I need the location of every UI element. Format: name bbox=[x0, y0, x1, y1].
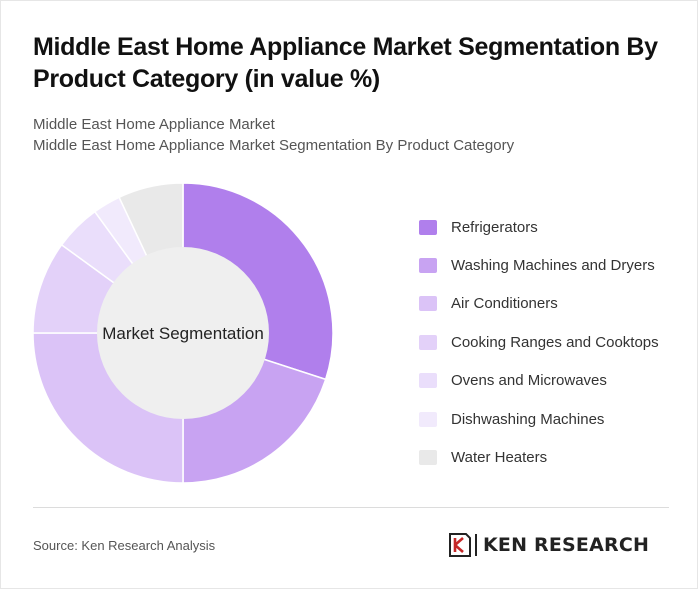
source-note: Source: Ken Research Analysis bbox=[33, 538, 216, 553]
legend-label: Water Heaters bbox=[451, 449, 548, 467]
legend-swatch bbox=[419, 296, 437, 312]
chart-legend: Refrigerators Washing Machines and Dryers… bbox=[419, 208, 659, 477]
legend-item: Dishwashing Machines bbox=[419, 400, 659, 438]
legend-swatch bbox=[419, 219, 437, 235]
ken-research-logo-icon bbox=[449, 533, 471, 557]
legend-swatch bbox=[419, 373, 437, 389]
donut-chart: Market Segmentation bbox=[32, 182, 334, 484]
legend-item: Air Conditioners bbox=[419, 285, 659, 323]
legend-label: Dishwashing Machines bbox=[451, 410, 605, 428]
logo-separator bbox=[475, 534, 477, 556]
footer-divider bbox=[33, 507, 669, 508]
donut-hole bbox=[97, 247, 269, 419]
legend-label: Washing Machines and Dryers bbox=[451, 257, 655, 275]
legend-item: Ovens and Microwaves bbox=[419, 362, 659, 400]
legend-swatch bbox=[419, 450, 437, 466]
legend-item: Cooking Ranges and Cooktops bbox=[419, 323, 659, 361]
logo-text: KEN RESEARCH bbox=[483, 534, 650, 556]
legend-item: Refrigerators bbox=[419, 208, 659, 246]
center-label: Market Segmentation bbox=[102, 324, 264, 343]
legend-item: Water Heaters bbox=[419, 438, 659, 476]
legend-swatch bbox=[419, 258, 437, 274]
chart-title: Middle East Home Appliance Market Segmen… bbox=[33, 33, 658, 93]
chart-subtitle: Middle East Home Appliance Market Middle… bbox=[33, 114, 514, 156]
legend-swatch bbox=[419, 334, 437, 350]
legend-swatch bbox=[419, 411, 437, 427]
legend-label: Ovens and Microwaves bbox=[451, 372, 607, 390]
ken-research-logo: KEN RESEARCH bbox=[449, 532, 649, 558]
legend-label: Refrigerators bbox=[451, 218, 538, 236]
legend-item: Washing Machines and Dryers bbox=[419, 246, 659, 284]
legend-label: Air Conditioners bbox=[451, 295, 558, 313]
subtitle-line-1: Middle East Home Appliance Market bbox=[33, 116, 275, 133]
legend-label: Cooking Ranges and Cooktops bbox=[451, 333, 659, 351]
subtitle-line-2: Middle East Home Appliance Market Segmen… bbox=[33, 137, 515, 154]
